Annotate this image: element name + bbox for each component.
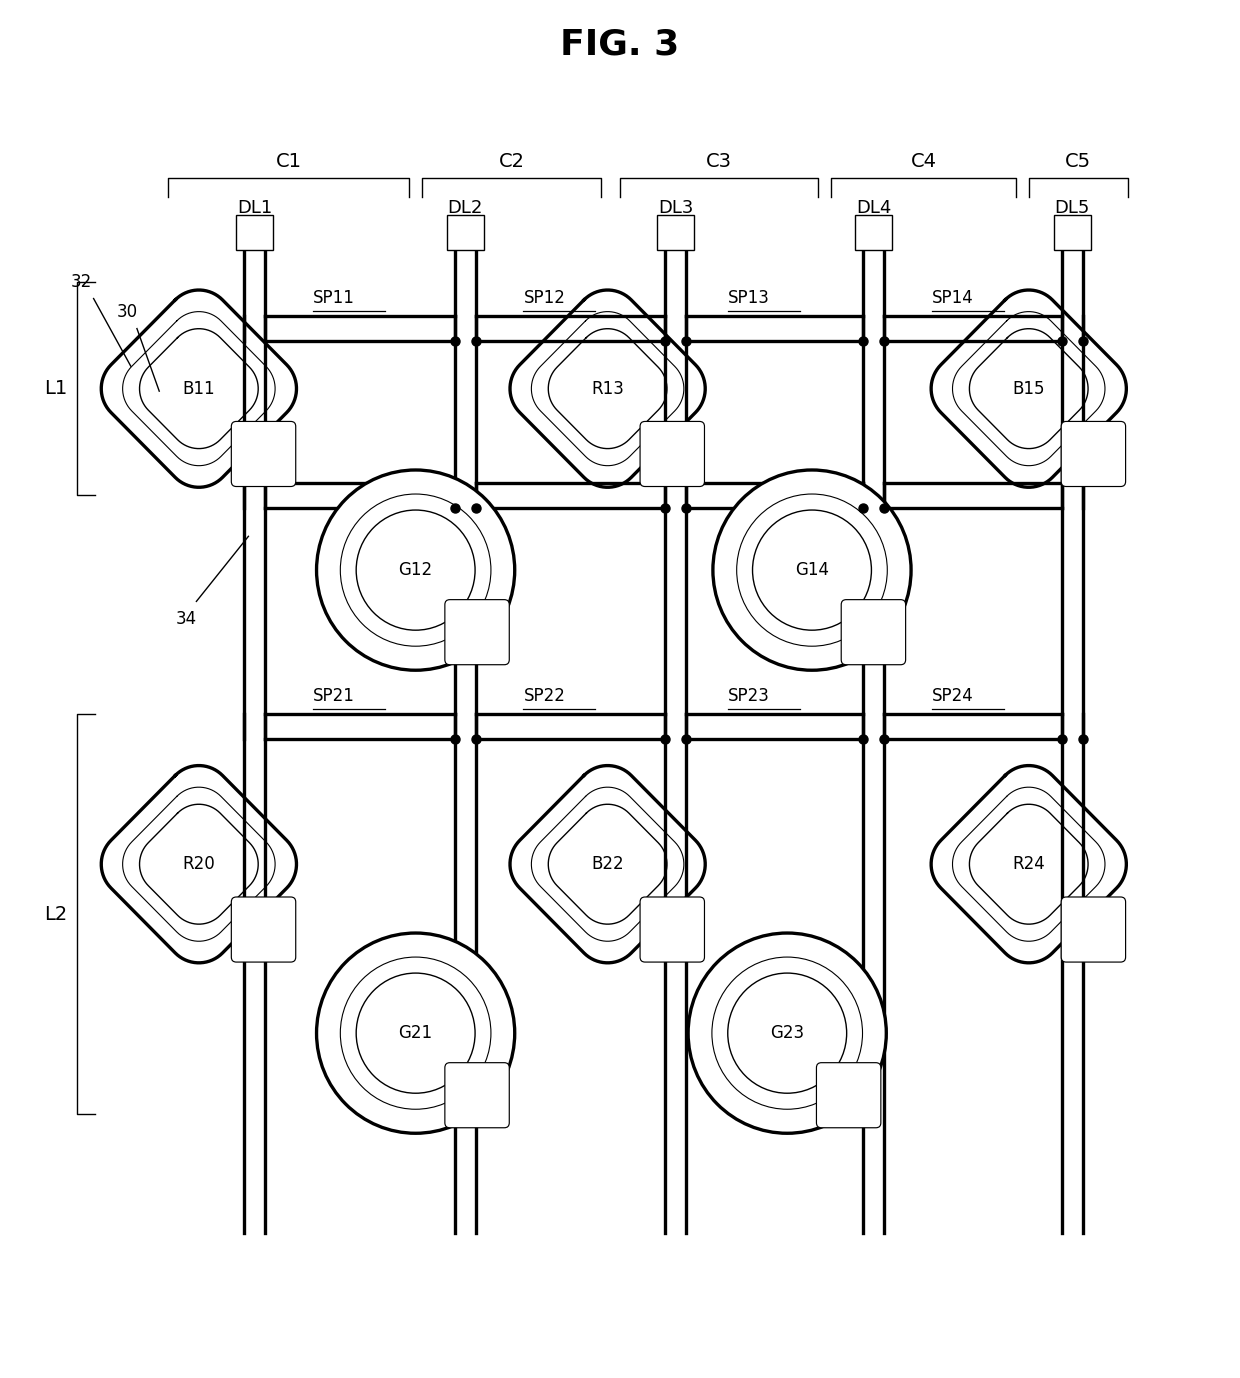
Text: DL5: DL5 [1054, 200, 1090, 218]
Text: C5: C5 [1065, 152, 1091, 171]
FancyBboxPatch shape [816, 1062, 880, 1127]
Text: DL2: DL2 [448, 200, 482, 218]
Text: B15: B15 [1013, 380, 1045, 398]
Circle shape [713, 470, 911, 670]
Text: B22: B22 [591, 856, 624, 874]
Text: DL1: DL1 [237, 200, 273, 218]
Text: R20: R20 [182, 856, 216, 874]
Text: 34: 34 [176, 610, 197, 628]
Text: DL4: DL4 [857, 200, 892, 218]
Text: FIG. 3: FIG. 3 [560, 28, 680, 62]
Text: G14: G14 [795, 561, 830, 579]
FancyBboxPatch shape [1061, 422, 1126, 486]
Circle shape [688, 933, 887, 1133]
Text: SP11: SP11 [312, 289, 355, 307]
Text: G21: G21 [398, 1024, 433, 1042]
Text: R24: R24 [1012, 856, 1045, 874]
Bar [1054, 215, 1091, 249]
Bar [657, 215, 694, 249]
Text: SP22: SP22 [523, 688, 565, 706]
Text: 32: 32 [71, 273, 92, 291]
Text: SP23: SP23 [728, 688, 770, 706]
FancyBboxPatch shape [640, 422, 704, 486]
FancyBboxPatch shape [232, 422, 295, 486]
Text: B11: B11 [182, 380, 216, 398]
FancyBboxPatch shape [1061, 897, 1126, 962]
FancyBboxPatch shape [445, 1062, 510, 1127]
Text: SP21: SP21 [312, 688, 355, 706]
Text: SP13: SP13 [728, 289, 770, 307]
Text: C4: C4 [910, 152, 936, 171]
Text: L1: L1 [45, 379, 67, 398]
Text: SP24: SP24 [932, 688, 973, 706]
FancyBboxPatch shape [445, 599, 510, 664]
Text: C2: C2 [498, 152, 525, 171]
Bar [446, 215, 484, 249]
Text: R13: R13 [591, 380, 624, 398]
Circle shape [316, 470, 515, 670]
Text: DL3: DL3 [658, 200, 693, 218]
Text: SP14: SP14 [932, 289, 973, 307]
Bar [856, 215, 893, 249]
FancyBboxPatch shape [640, 897, 704, 962]
FancyBboxPatch shape [232, 897, 295, 962]
Text: SP12: SP12 [523, 289, 565, 307]
Text: G23: G23 [770, 1024, 805, 1042]
Bar [236, 215, 273, 249]
Text: C1: C1 [275, 152, 301, 171]
Text: G12: G12 [398, 561, 433, 579]
Text: L2: L2 [45, 905, 67, 923]
Text: C3: C3 [706, 152, 732, 171]
FancyBboxPatch shape [841, 599, 905, 664]
Text: 30: 30 [117, 303, 138, 321]
Circle shape [316, 933, 515, 1133]
